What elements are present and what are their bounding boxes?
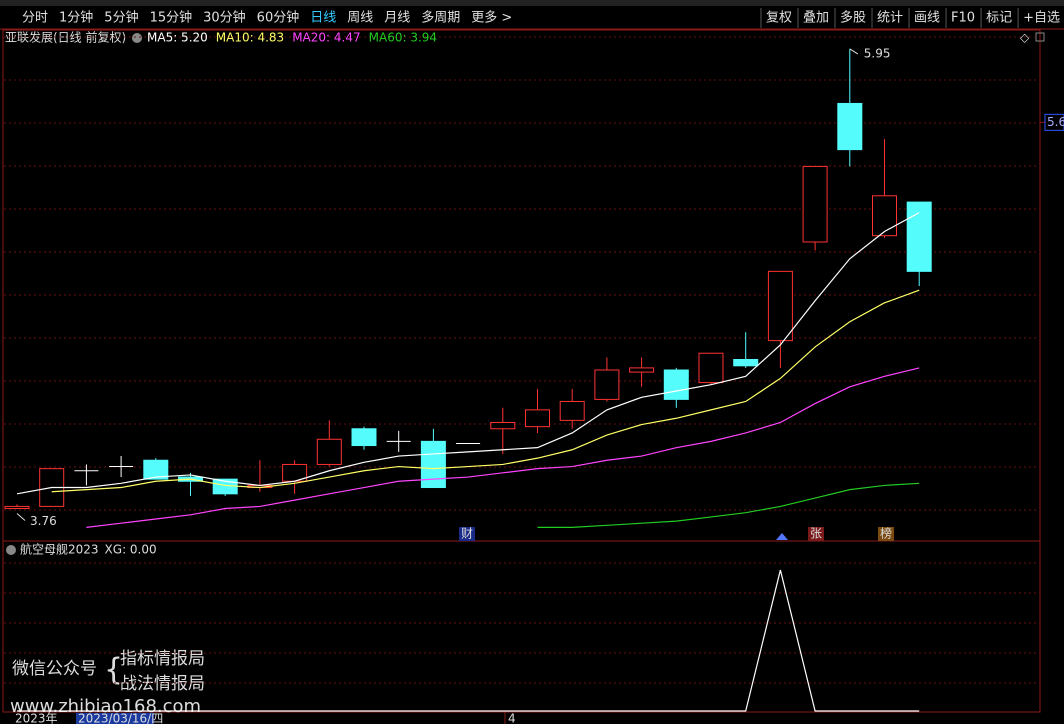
legend-entry: MA5: 5.20	[147, 31, 208, 45]
min-label: 3.76	[30, 514, 57, 528]
date-label: 4	[508, 712, 516, 724]
toolbar-button[interactable]: 月线	[384, 11, 410, 26]
toolbar-button[interactable]: 60分钟	[257, 10, 300, 26]
menu-icon[interactable]	[6, 545, 16, 555]
candle-body	[490, 421, 516, 430]
toolbar-button[interactable]: F10	[951, 11, 975, 26]
toolbar-button[interactable]: 复权	[766, 10, 792, 26]
toolbar-button[interactable]: 标记	[986, 11, 1012, 26]
toolbar-button[interactable]: 画线	[914, 11, 940, 26]
max-arrow	[849, 48, 859, 55]
toolbar-button[interactable]: 多周期	[421, 10, 460, 26]
candle-body	[143, 459, 169, 480]
date-label: 2023/03/16/四	[78, 712, 163, 724]
event-label[interactable]: 榜	[880, 526, 892, 541]
event-badge[interactable]	[459, 527, 475, 541]
legend-entry: MA20: 4.47	[292, 31, 360, 45]
toolbar-button[interactable]: 更多 >	[471, 10, 512, 26]
candle-body	[802, 165, 828, 243]
toolbar-button[interactable]: 30分钟	[203, 10, 246, 26]
y-tick-box	[1044, 113, 1064, 131]
ma-line	[51, 289, 920, 493]
candle-body	[559, 400, 585, 421]
toolbar-button[interactable]: 5分钟	[104, 10, 138, 26]
candle-body	[420, 440, 446, 489]
toolbar-button[interactable]: 15分钟	[150, 10, 193, 26]
ma-line	[16, 212, 920, 495]
candle-body	[629, 367, 655, 373]
y-tick-label: 5.6	[1047, 115, 1064, 129]
top-strip	[0, 0, 1064, 6]
candle-body	[906, 201, 932, 272]
indicator-pane	[2, 540, 1041, 713]
ma-line	[86, 367, 920, 529]
event-icon	[776, 533, 788, 540]
candle-body	[872, 195, 897, 237]
event-badge[interactable]	[808, 527, 824, 541]
event-label[interactable]: 财	[461, 527, 473, 541]
candle-body	[733, 359, 759, 367]
legend-entry: XG: 0.00	[105, 543, 157, 557]
candle-body	[698, 352, 724, 384]
legend-entry: MA60: 3.94	[369, 31, 437, 45]
candle-body	[4, 505, 30, 510]
candle-body	[351, 428, 377, 447]
candle-body	[767, 270, 793, 342]
toolbar-button[interactable]: +自选	[1023, 11, 1060, 26]
toolbar-button[interactable]: 日线	[310, 11, 336, 26]
ma-line	[537, 482, 920, 529]
indicator-line	[17, 569, 920, 712]
candle-body	[525, 409, 550, 428]
indicator-title: 航空母舰2023	[20, 542, 99, 557]
toolbar-button[interactable]: 统计	[877, 11, 903, 26]
date-highlight	[76, 713, 154, 724]
candle-body	[663, 369, 689, 400]
menu-icon[interactable]	[132, 33, 142, 43]
toolbar-button[interactable]: 多股	[840, 10, 866, 26]
toolbar-button[interactable]: 1分钟	[59, 10, 93, 26]
watermark-url: www.zhibiao168.com	[10, 696, 201, 717]
toolbar-button[interactable]: 叠加	[803, 11, 829, 26]
watermark-brace: {	[104, 653, 123, 688]
watermark-name: 指标情报局	[120, 649, 205, 669]
max-label: 5.95	[864, 46, 891, 60]
legend-entry: MA10: 4.83	[216, 31, 284, 45]
watermark-name: 战法情报局	[120, 674, 205, 694]
event-label[interactable]: 张	[810, 527, 822, 541]
toolbar-button[interactable]: 分时	[22, 11, 48, 26]
candle-body	[316, 438, 342, 465]
watermark-account: 微信公众号	[12, 659, 97, 679]
min-arrow	[16, 513, 26, 521]
toolbar-button[interactable]: 周线	[347, 11, 373, 26]
date-label: 2023年	[15, 712, 58, 724]
event-badge[interactable]	[878, 527, 894, 541]
candle-body	[837, 102, 863, 151]
candle-body	[594, 369, 620, 400]
